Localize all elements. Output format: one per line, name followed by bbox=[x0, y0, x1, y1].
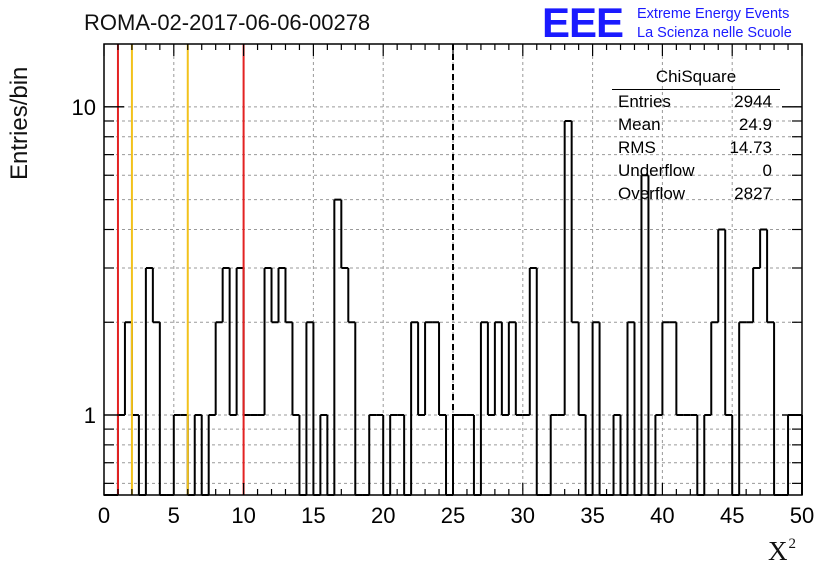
stats-row: Entries 2944 bbox=[612, 90, 780, 113]
logo-line-1: Extreme Energy Events bbox=[637, 6, 790, 22]
x-tick-label: 15 bbox=[301, 503, 325, 528]
stats-title: ChiSquare bbox=[612, 66, 780, 90]
histogram-title: ROMA-02-2017-06-06-00278 bbox=[84, 10, 371, 35]
stats-label: Overflow bbox=[618, 184, 686, 203]
x-tick-label: 25 bbox=[441, 503, 465, 528]
x-tick-label: 0 bbox=[98, 503, 110, 528]
stats-label: Entries bbox=[618, 92, 671, 111]
stats-label: Mean bbox=[618, 115, 661, 134]
x-tick-label: 5 bbox=[168, 503, 180, 528]
x-tick-label: 45 bbox=[720, 503, 744, 528]
x-axis-label-exponent: 2 bbox=[788, 536, 797, 552]
stats-value: 2827 bbox=[734, 184, 772, 203]
eee-logo-mark: EEE bbox=[542, 0, 624, 46]
stats-label: Underflow bbox=[618, 161, 695, 180]
stats-row: Underflow 0 bbox=[612, 159, 780, 182]
stats-row: Overflow 2827 bbox=[612, 182, 780, 205]
x-tick-label: 40 bbox=[650, 503, 674, 528]
x-tick-label: 10 bbox=[231, 503, 255, 528]
stats-row: RMS 14.73 bbox=[612, 136, 780, 159]
stats-label: RMS bbox=[618, 138, 656, 157]
stats-box: ChiSquare Entries 2944 Mean 24.9 RMS 14.73 … bbox=[612, 66, 780, 205]
x-tick-label: 50 bbox=[790, 503, 814, 528]
axis-ticks bbox=[103, 44, 803, 495]
stats-value: 0 bbox=[762, 161, 772, 180]
x-tick-label: 35 bbox=[580, 503, 604, 528]
eee-logo: EEE Extreme Energy Events La Scienza nel… bbox=[542, 2, 832, 44]
axis-tick-labels: 0 5 10 15 20 25 30 35 40 45 50 1 10 bbox=[72, 95, 815, 528]
stats-value: 2944 bbox=[734, 92, 772, 111]
x-axis-label: X2 bbox=[768, 536, 796, 567]
reference-lines bbox=[116, 44, 454, 495]
y-tick-label: 1 bbox=[84, 403, 96, 428]
y-axis-label: Entries/bin bbox=[6, 66, 33, 180]
stats-value: 14.73 bbox=[729, 138, 772, 157]
stats-row: Mean 24.9 bbox=[612, 113, 780, 136]
stats-value: 24.9 bbox=[738, 115, 772, 134]
logo-line-2: La Scienza nelle Scuole bbox=[637, 25, 792, 41]
y-tick-label: 10 bbox=[72, 95, 96, 120]
x-tick-label: 30 bbox=[511, 503, 535, 528]
x-axis-label-base: X bbox=[768, 536, 788, 566]
x-tick-label: 20 bbox=[371, 503, 395, 528]
